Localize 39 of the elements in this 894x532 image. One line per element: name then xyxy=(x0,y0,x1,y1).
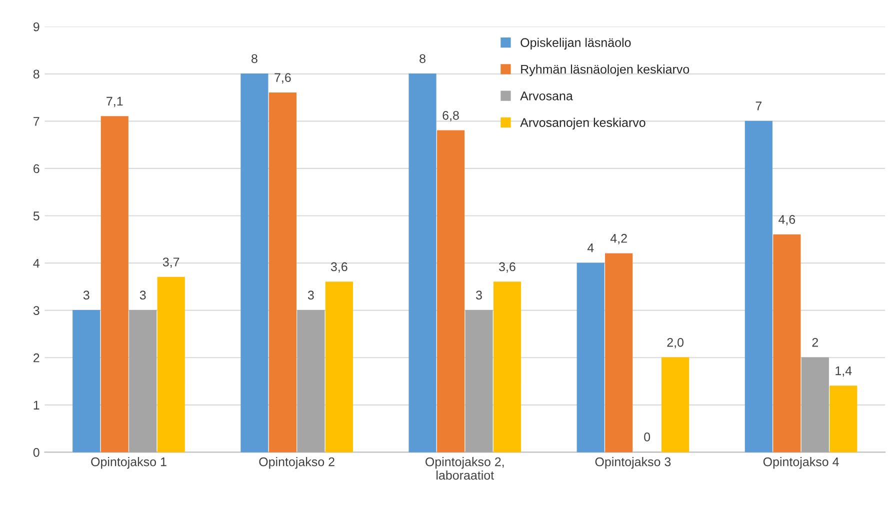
data-label: 7 xyxy=(756,102,762,110)
data-label: 4,6 xyxy=(778,215,796,226)
y-tick-label: 0 xyxy=(33,448,40,457)
y-tick-label: 9 xyxy=(33,22,40,32)
y-tick-label: 8 xyxy=(33,70,40,79)
data-label: 3,6 xyxy=(330,262,348,273)
data-label: 8 xyxy=(252,54,258,64)
data-label: 3 xyxy=(476,290,482,300)
legend-label: Arvosanojen keskiarvo xyxy=(520,118,646,130)
data-label: 7,6 xyxy=(274,73,291,84)
y-tick-label: 4 xyxy=(33,258,40,268)
x-tick-label: Opintojakso 3 xyxy=(595,457,671,469)
data-label: 3,7 xyxy=(162,258,180,268)
data-label: 3 xyxy=(308,290,314,300)
x-tick-label: Opintojakso 1 xyxy=(91,457,166,469)
data-label: 2,0 xyxy=(667,338,684,348)
data-label: 4,2 xyxy=(610,234,627,244)
y-tick-label: 1 xyxy=(34,400,40,410)
y-tick-label: 6 xyxy=(34,164,40,174)
legend-label: Arvosana xyxy=(520,92,573,100)
data-label: 3 xyxy=(83,290,90,300)
legend-label: Ryhmän läsnäolojen keskiarvo xyxy=(521,64,690,76)
data-label: 1,4 xyxy=(836,366,852,377)
legend-label: Opiskelijan läsnäolo xyxy=(520,38,631,50)
data-label: 3,6 xyxy=(499,262,516,273)
data-label: 0 xyxy=(644,432,650,442)
y-tick-label: 7 xyxy=(34,117,40,126)
y-tick-label: 5 xyxy=(33,212,40,220)
x-tick-label: Opintojakso 2, laboraatiot xyxy=(426,457,504,480)
data-label: 2 xyxy=(812,338,818,347)
x-tick-label: Opintojakso 4 xyxy=(763,457,839,469)
data-label: 7,1 xyxy=(106,96,123,108)
data-label: 4 xyxy=(587,244,594,252)
data-label: 6,8 xyxy=(442,110,459,122)
data-label: 8 xyxy=(420,54,426,64)
y-tick-label: 3 xyxy=(33,306,40,315)
y-tick-label: 2 xyxy=(34,353,40,362)
x-tick-label: Opintojakso 2 xyxy=(259,457,334,469)
data-label: 3 xyxy=(140,290,146,300)
